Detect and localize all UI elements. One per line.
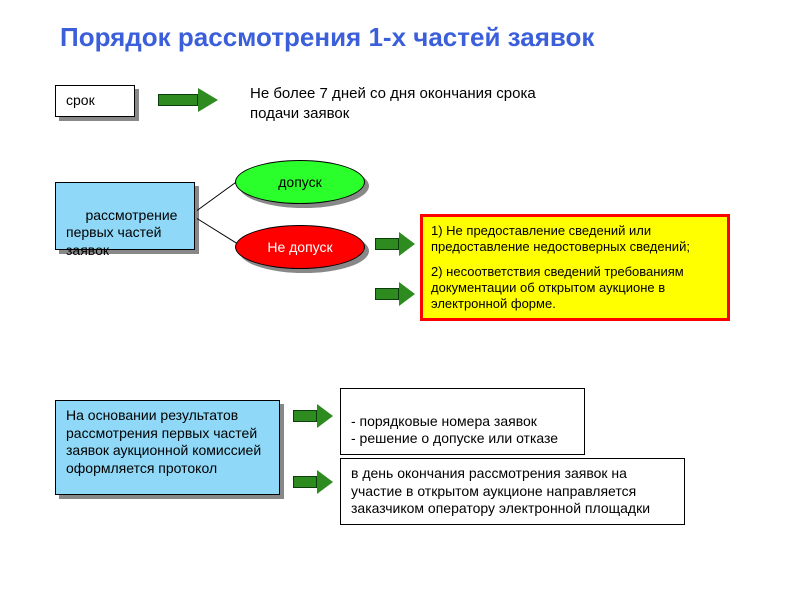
ellipse-allow-label: допуск	[278, 174, 322, 190]
ellipse-deny-label: Не допуск	[267, 239, 332, 255]
arrow-srok	[158, 88, 218, 112]
reasons-box: 1) Не предоставление сведений или предос…	[420, 214, 730, 321]
out-box-2: в день окончания рассмотрения заявок на …	[340, 458, 685, 525]
line-to-allow	[197, 181, 238, 211]
arrow-out-2	[293, 470, 333, 494]
review-box: рассмотрение первых частей заявок	[55, 182, 195, 250]
page-title: Порядок рассмотрения 1-х частей заявок	[60, 22, 594, 53]
ellipse-allow: допуск	[235, 160, 365, 204]
out-box-1: - порядковые номера заявок - решение о д…	[340, 388, 585, 455]
srok-label: срок	[66, 92, 95, 108]
arrow-deny-1	[375, 232, 415, 256]
reason-1: 1) Не предоставление сведений или предос…	[431, 223, 719, 256]
arrow-deny-2	[375, 282, 415, 306]
out-box-1-text: - порядковые номера заявок - решение о д…	[351, 413, 558, 447]
out-box-2-text: в день окончания рассмотрения заявок на …	[351, 465, 650, 516]
protocol-box: На основании результатов рассмотрения пе…	[55, 400, 280, 495]
srok-text: Не более 7 дней со дня окончания срока п…	[250, 84, 580, 123]
protocol-label: На основании результатов рассмотрения пе…	[66, 407, 261, 476]
ellipse-deny: Не допуск	[235, 225, 365, 269]
review-label: рассмотрение первых частей заявок	[66, 207, 181, 258]
arrow-out-1	[293, 404, 333, 428]
srok-box: срок	[55, 85, 135, 117]
reason-2: 2) несоответствия сведений требованиям д…	[431, 264, 719, 313]
